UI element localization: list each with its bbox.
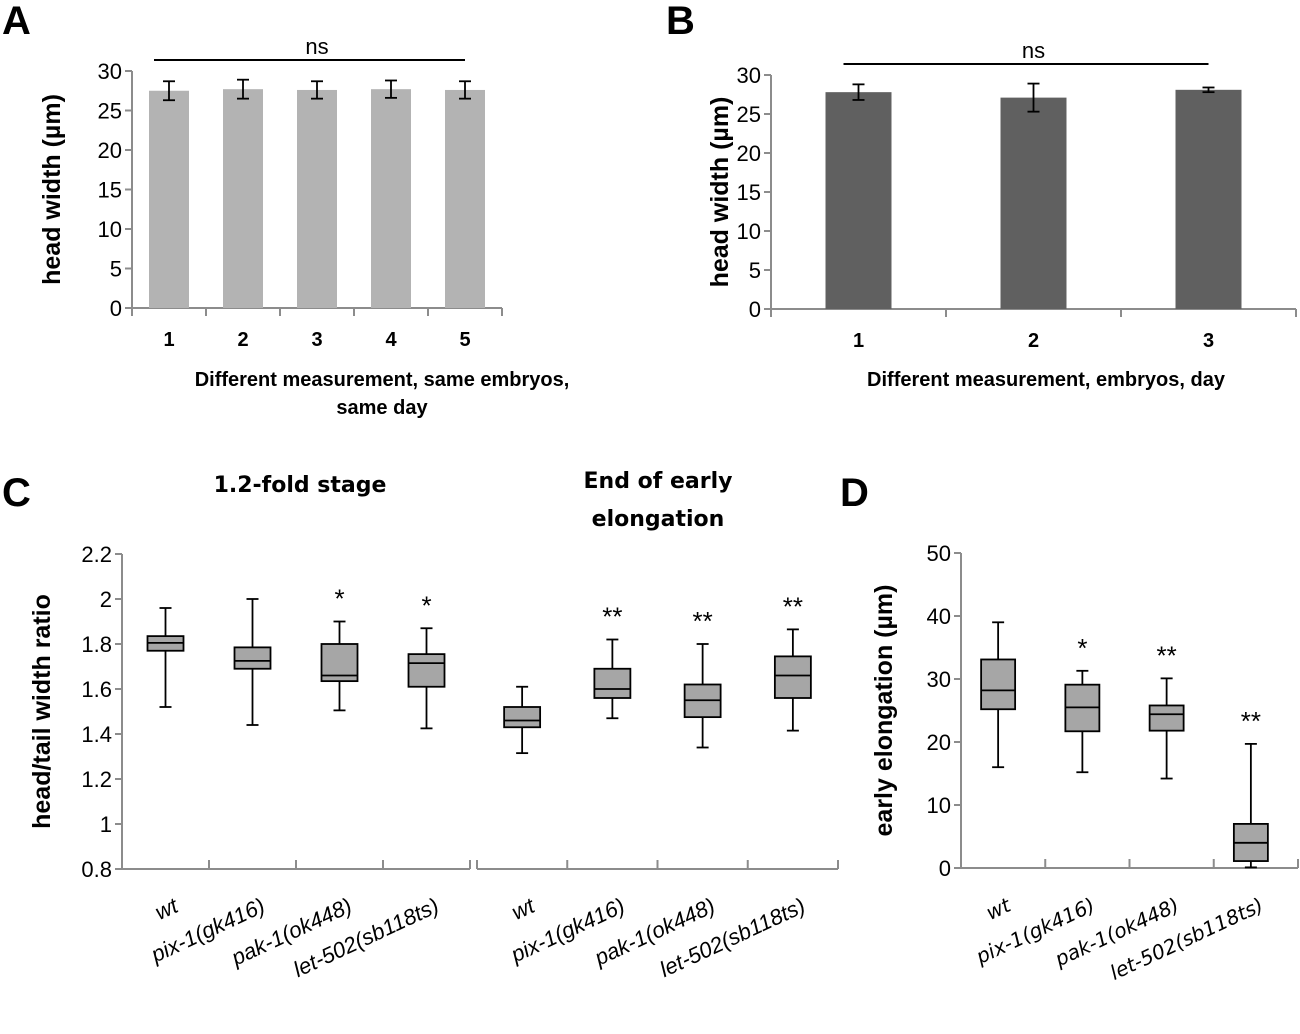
panel-d-box — [1148, 704, 1185, 732]
panel-c-chart: 0.811.21.41.61.822.2* *wtpix-1(gk416)pak-… — [28, 469, 839, 982]
panel-c-y-tick-label: 1.4 — [81, 722, 112, 747]
panel-b-y-tick-label: 25 — [737, 102, 761, 127]
panel-letter-d: D — [840, 471, 869, 515]
panel-a-bar — [149, 90, 189, 308]
panel-b-y-tick-label: 10 — [737, 219, 761, 244]
panel-c-group-title: 1.2-fold stage — [214, 473, 387, 498]
panel-c-significance-marker: ** — [602, 602, 622, 632]
panel-b-y-axis-label: head width (µm) — [706, 97, 734, 288]
panel-c-x-tick-label: wt — [151, 892, 182, 924]
panel-c-group-title-line2: elongation — [592, 507, 725, 532]
panel-b-significance-label: ns — [1022, 38, 1045, 63]
panel-d-y-tick-label: 40 — [927, 604, 951, 629]
panel-a-y-tick-label: 20 — [98, 138, 122, 163]
panel-c-box — [407, 653, 446, 688]
panel-a-x-axis-label: Different measurement, same embryos, — [195, 369, 570, 391]
panel-a-bar — [371, 89, 411, 308]
panel-d-y-axis-label: early elongation (µm) — [870, 585, 898, 837]
panel-b-x-axis-label: Different measurement, embryos, day — [867, 369, 1226, 391]
panel-c-significance-marker: * — [334, 584, 344, 614]
panel-a-y-tick-label: 5 — [110, 257, 122, 282]
panel-a-bar — [297, 89, 337, 309]
panel-b-x-tick-label: 3 — [1203, 330, 1214, 352]
panel-a-bar — [445, 89, 485, 309]
panel-c-significance-marker: * — [421, 590, 431, 620]
panel-c-y-tick-label: 1.2 — [81, 767, 112, 792]
panel-c-y-tick-label: 1.6 — [81, 677, 112, 702]
panel-d-significance-marker: * — [1077, 633, 1087, 663]
panel-c-group-title: End of early — [584, 469, 733, 494]
panel-b-chart: 0 5 10 15 20 25 30 1 2 3 ns head width (µm) Differen… — [706, 38, 1297, 391]
panel-c-y-tick-label: 1.8 — [81, 632, 112, 657]
panel-letter-b: B — [666, 0, 695, 43]
panel-c-y-tick-label: 2 — [100, 587, 112, 612]
panel-d-y-tick-label: 0 — [939, 856, 951, 881]
panel-b-y-tick-label: 5 — [749, 258, 761, 283]
panel-a-x-tick-label: 2 — [237, 329, 248, 351]
panel-c-box — [233, 646, 272, 670]
panel-a-bar — [223, 89, 263, 308]
panel-b-bar — [1000, 97, 1067, 310]
panel-d-y-tick-label: 30 — [927, 667, 951, 692]
panel-b-bar — [825, 92, 892, 309]
panel-b-x-tick-label: 2 — [1028, 330, 1039, 352]
panel-b-bar — [1175, 89, 1242, 309]
panel-b-y-tick-label: 20 — [737, 141, 761, 166]
panel-b-y-tick-label: 30 — [737, 63, 761, 88]
panel-a-y-tick-label: 10 — [98, 217, 122, 242]
panel-d-significance-marker: ** — [1241, 706, 1261, 736]
panel-a-y-tick-label: 25 — [98, 99, 122, 124]
panel-a-x-tick-label: 3 — [311, 329, 322, 351]
panel-c-significance-marker: ** — [783, 591, 803, 621]
panel-c-y-tick-label: 2.2 — [81, 542, 112, 567]
panel-c-y-axis-label: head/tail width ratio — [28, 594, 56, 829]
panel-c-y-tick-label: 0.8 — [81, 857, 112, 882]
panel-a-y-axis-label: head width (µm) — [38, 94, 66, 285]
panel-a-x-tick-label: 1 — [163, 329, 174, 351]
panel-a-y-tick-label: 15 — [98, 178, 122, 203]
panel-a-chart: 0 5 10 15 20 25 30 1 2 3 4 5 ns head width (µm) Differ… — [38, 34, 569, 419]
panel-b-y-tick-label: 15 — [737, 180, 761, 205]
panel-c-box — [503, 706, 542, 729]
panel-letter-a: A — [2, 0, 31, 43]
panel-d-significance-marker: ** — [1157, 640, 1177, 670]
panel-c-y-tick-label: 1 — [100, 812, 112, 837]
panel-c-significance-marker: ** — [693, 606, 713, 636]
panel-letter-c: C — [2, 471, 31, 515]
panel-b-x-tick-label: 1 — [853, 330, 864, 352]
panel-c-x-tick-label: let-502(sb118ts) — [289, 893, 442, 982]
panel-a-x-tick-label: 5 — [459, 329, 470, 351]
panel-d-y-tick-label: 20 — [927, 730, 951, 755]
panel-c-box — [773, 655, 812, 699]
panel-d-box — [980, 658, 1017, 711]
panel-a-significance-label: ns — [305, 34, 328, 59]
panel-d-y-tick-label: 10 — [927, 793, 951, 818]
panel-a-y-tick-label: 30 — [98, 59, 122, 84]
panel-c-box — [593, 667, 632, 699]
panel-d-y-tick-label: 50 — [927, 541, 951, 566]
panel-a-x-tick-label: 4 — [385, 329, 397, 351]
panel-d-x-tick-label: wt — [982, 892, 1015, 924]
panel-c-x-tick-label: wt — [508, 892, 539, 924]
panel-a-y-tick-label: 0 — [110, 296, 122, 321]
panel-b-y-tick-label: 0 — [749, 297, 761, 322]
panel-a-x-axis-label-line2: same day — [336, 397, 428, 419]
